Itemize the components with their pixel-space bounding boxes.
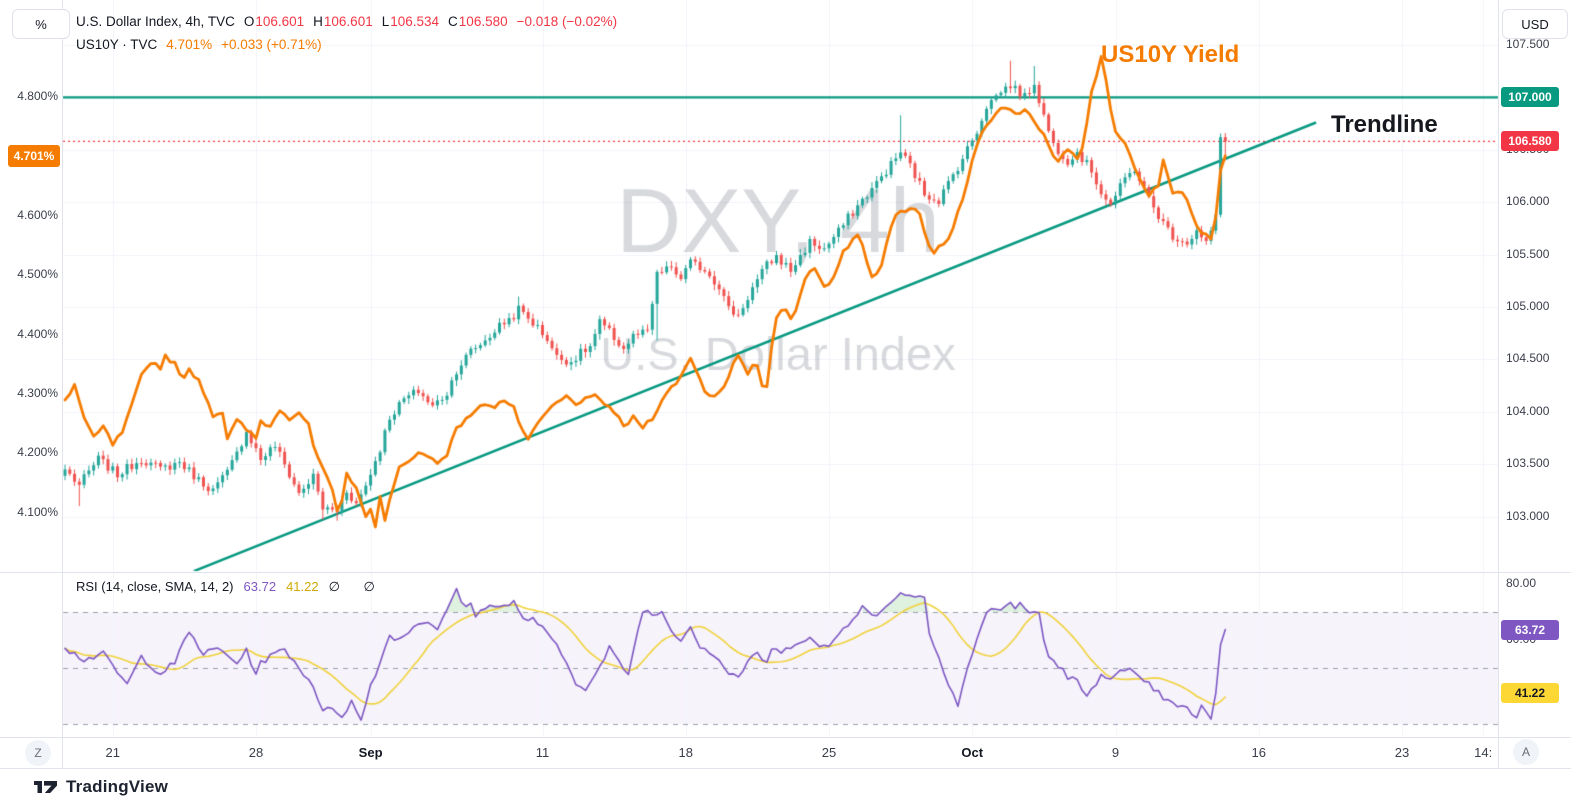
pane-separator[interactable] <box>0 572 1571 573</box>
price-badge: 107.000 <box>1501 87 1559 108</box>
time-tick-label: 16 <box>1251 745 1266 760</box>
price-tick-label: 104.000 <box>1506 403 1550 418</box>
price-tick-label: 103.000 <box>1506 508 1550 523</box>
time-tick-label: Oct <box>961 745 984 760</box>
price-tick-label: 104.500 <box>1506 351 1550 366</box>
chart-bottom-border <box>0 768 1571 769</box>
rsi-empty-set-icons: ∅ ∅ <box>328 579 385 594</box>
time-tick-label: 28 <box>248 745 264 760</box>
rsi-badge: 41.22 <box>1501 682 1559 703</box>
price-tick-label: 105.500 <box>1506 246 1550 261</box>
time-axis-border <box>0 737 1571 738</box>
legend-us10y-row[interactable]: US10Y · TVC 4.701% +0.033 (+0.71%) <box>76 37 322 52</box>
trendline-annotation[interactable]: Trendline <box>1331 111 1438 138</box>
rsi-sma-value: 41.22 <box>286 579 319 594</box>
change-value: −0.018 (−0.02%) <box>516 14 618 29</box>
pct-tick-label: 4.500% <box>17 267 58 282</box>
us10y-value: 4.701% <box>166 37 213 52</box>
time-tick-label: Sep <box>358 745 383 760</box>
time-tick-label: 14: <box>1474 745 1493 760</box>
left-axis-border <box>62 0 63 768</box>
symbol-title: U.S. Dollar Index, 4h, TVC <box>76 14 235 29</box>
time-tick-label: 11 <box>535 745 550 760</box>
pct-tick-label: 4.400% <box>17 326 58 341</box>
open-value: O 106.601 <box>243 14 305 29</box>
price-tick-label: 107.500 <box>1506 37 1550 51</box>
rsi-value: 63.72 <box>243 579 277 594</box>
time-tick-label: 21 <box>105 745 120 760</box>
percent-scale-button[interactable]: % <box>12 9 70 39</box>
pct-tick-label: 4.100% <box>17 504 58 519</box>
tradingview-attribution[interactable]: TradingView <box>33 777 168 797</box>
us10y-title: US10Y · TVC <box>76 37 158 52</box>
rsi-badge: 63.72 <box>1501 619 1559 640</box>
rsi-legend-row[interactable]: RSI (14, close, SMA, 14, 2) 63.72 41.22 … <box>76 579 385 595</box>
price-tick-label: 106.000 <box>1506 194 1550 209</box>
low-value: L 106.534 <box>381 14 440 29</box>
price-tick-label: 103.500 <box>1506 456 1550 471</box>
timezone-button[interactable]: Z <box>25 740 51 766</box>
us10y-yield-annotation[interactable]: US10Y Yield <box>1101 41 1240 68</box>
high-value: H 106.601 <box>313 14 373 29</box>
pct-tick-label: 4.600% <box>17 207 58 222</box>
time-tick-label: 25 <box>821 745 837 760</box>
price-tick-label: 105.000 <box>1506 299 1550 313</box>
time-tick-label: 23 <box>1394 745 1410 760</box>
auto-scale-button[interactable]: A <box>1513 739 1539 765</box>
right-axis-border <box>1498 0 1499 768</box>
pct-tick-label: 4.200% <box>17 445 58 460</box>
time-tick-label: 9 <box>1111 745 1120 760</box>
price-badge: 106.580 <box>1501 131 1559 152</box>
pct-tick-label: 4.300% <box>17 386 58 400</box>
rsi-title: RSI (14, close, SMA, 14, 2) <box>76 579 234 594</box>
us10y-price-badge: 4.701% <box>8 144 60 167</box>
rsi-tick-label: 80.00 <box>1506 576 1537 590</box>
time-tick-label: 18 <box>678 745 693 760</box>
usd-scale-button[interactable]: USD <box>1502 9 1568 39</box>
us10y-change: +0.033 (+0.71%) <box>221 37 322 52</box>
pct-tick-label: 4.800% <box>17 89 58 103</box>
brand-name: TradingView <box>66 777 169 796</box>
legend-dxy-row[interactable]: U.S. Dollar Index, 4h, TVC O 106.601 H 106… <box>76 14 617 29</box>
tradingview-logo-icon <box>34 781 57 793</box>
close-value: C 106.580 <box>448 14 508 29</box>
